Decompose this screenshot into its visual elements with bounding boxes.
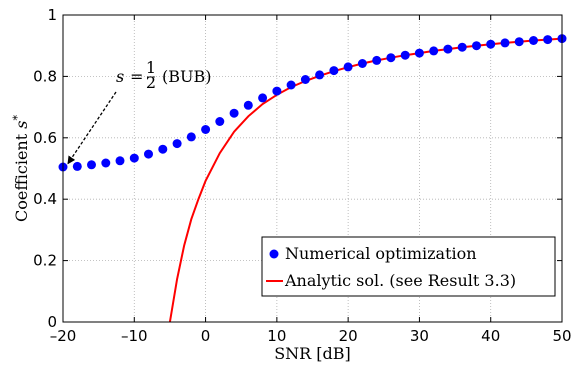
numerical-data-point <box>229 108 239 118</box>
numerical-data-point <box>272 86 282 96</box>
y-axis-label: Coefficient s* <box>11 115 31 222</box>
numerical-data-point <box>243 100 253 110</box>
numerical-data-point <box>144 149 153 159</box>
numerical-data-point <box>400 50 410 60</box>
numerical-data-point <box>500 38 510 48</box>
annotation-equals: = <box>130 67 143 86</box>
numerical-data-point <box>429 46 439 56</box>
numerical-data-point <box>87 160 96 170</box>
numerical-data-point <box>215 117 225 126</box>
y-tick-label: 0.4 <box>33 190 57 208</box>
x-axis-label: SNR [dB] <box>274 344 351 363</box>
y-tick-label: 0.6 <box>33 129 57 147</box>
numerical-data-point <box>115 156 125 166</box>
x-tick-label: –20 <box>50 327 77 345</box>
numerical-data-point <box>414 48 424 58</box>
annotation-suffix: (BUB) <box>162 67 211 86</box>
numerical-data-point <box>129 153 139 163</box>
x-tick-label: 20 <box>339 327 358 345</box>
annotation-s: s <box>116 67 124 86</box>
numerical-data-point <box>343 62 353 72</box>
x-tick-label: 0 <box>201 327 211 345</box>
numerical-data-point <box>186 132 196 142</box>
x-tick-label: –10 <box>121 327 148 345</box>
numerical-data-point <box>300 75 310 84</box>
legend-marker-numerical <box>269 249 279 259</box>
x-tick-label: 40 <box>481 327 500 345</box>
numerical-data-point <box>529 36 538 45</box>
numerical-data-point <box>372 55 382 65</box>
y-tick-label: 0.2 <box>33 252 57 270</box>
y-tick-label: 1 <box>47 6 57 24</box>
legend-box <box>261 236 556 297</box>
numerical-data-point <box>172 139 182 149</box>
numerical-data-point <box>315 70 325 80</box>
numerical-data-point <box>457 42 467 52</box>
legend: Numerical optimization Analytic sol. (se… <box>261 236 556 297</box>
numerical-data-point <box>158 144 168 154</box>
legend-label-analytic: Analytic sol. (see Result 3.3) <box>284 271 516 290</box>
x-tick-label: 30 <box>410 327 429 345</box>
plot-frame <box>62 14 563 323</box>
numerical-data-point <box>486 39 496 49</box>
annotation-arrow <box>67 91 117 165</box>
annotation-frac-num: 1 <box>146 58 156 77</box>
plot-series <box>58 34 567 323</box>
y-tick-label: 0 <box>47 313 57 331</box>
annotation-frac-den: 2 <box>146 73 156 92</box>
numerical-data-point <box>101 158 111 168</box>
numerical-data-point <box>514 37 524 47</box>
legend-label-numerical: Numerical optimization <box>285 244 477 263</box>
numerical-data-point <box>72 161 82 171</box>
numerical-data-point <box>286 80 296 90</box>
numerical-data-point <box>329 66 339 76</box>
y-tick-label: 0.8 <box>33 67 57 85</box>
numerical-data-point <box>443 44 453 54</box>
numerical-data-point <box>543 35 553 45</box>
x-tick-label: 10 <box>267 327 286 345</box>
numerical-data-point <box>472 41 481 51</box>
numerical-data-point <box>201 125 211 134</box>
bub-annotation: s = 1 2 (BUB) <box>67 58 211 165</box>
x-tick-label: 50 <box>552 327 571 345</box>
numerical-data-point <box>258 93 268 103</box>
numerical-data-point <box>386 53 396 63</box>
axis-ticks: –20 –10 0 10 20 30 40 50 0 0.2 0.4 0.6 0.8 1 <box>33 6 571 345</box>
numerical-data-point <box>357 59 367 68</box>
